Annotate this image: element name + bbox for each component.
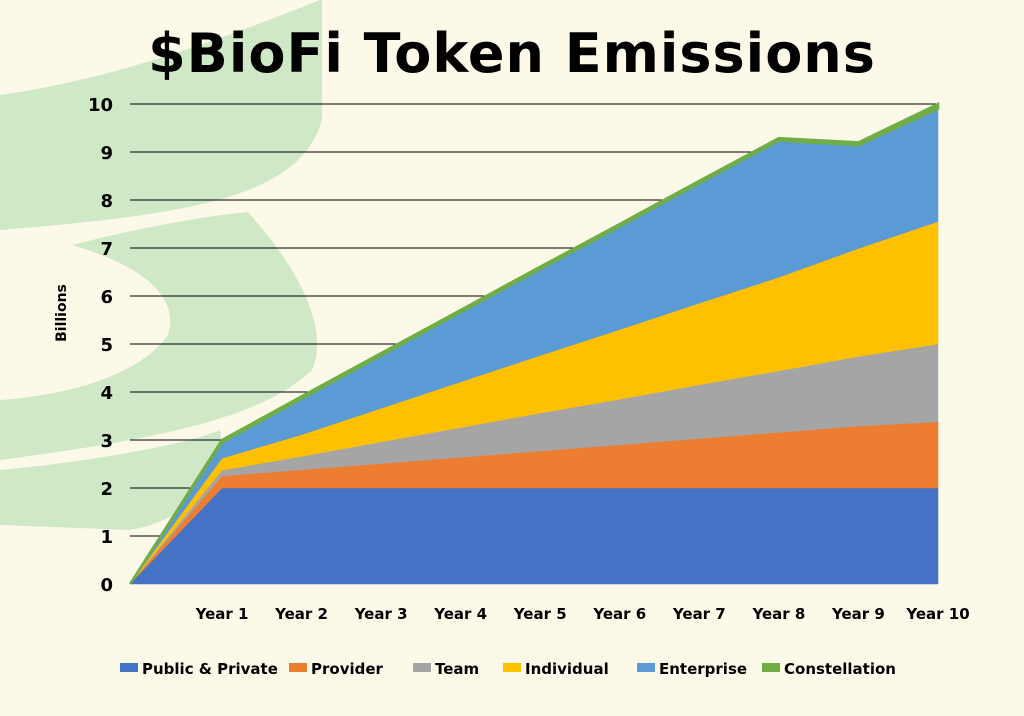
x-tick-label: Year 9: [831, 605, 885, 623]
y-tick-label: 9: [100, 143, 113, 164]
y-tick-label: 3: [100, 431, 113, 452]
x-tick-label: Year 2: [274, 605, 328, 623]
x-tick-label: Year 8: [751, 605, 805, 623]
x-tick-label: Year 7: [672, 605, 726, 623]
legend-label-public-private: Public & Private: [142, 660, 278, 678]
legend-swatch-constellation: [762, 663, 780, 672]
area-public-private: [129, 487, 939, 585]
y-axis-label: Billions: [54, 284, 70, 342]
legend-label-individual: Individual: [525, 660, 609, 678]
y-tick-label: 2: [100, 479, 113, 500]
y-axis-ticks: 0 1 2 3 4 5 6 7 8 9 10: [88, 95, 113, 596]
x-tick-label: Year 5: [513, 605, 567, 623]
legend-swatch-provider: [289, 663, 307, 672]
y-tick-label: 6: [100, 287, 113, 308]
x-tick-label: Year 4: [433, 605, 487, 623]
y-tick-label: 1: [100, 527, 113, 548]
background-swoosh-bottom: [0, 430, 222, 530]
background-swoosh-top: [0, 0, 322, 230]
legend-swatch-public-private: [120, 663, 138, 672]
x-axis-ticks: Year 1 Year 2 Year 3 Year 4 Year 5 Year 6 Year…: [195, 605, 970, 623]
legend-label-enterprise: Enterprise: [659, 660, 747, 678]
legend-label-team: Team: [435, 660, 479, 678]
chart-title: $BioFi Token Emissions: [148, 22, 876, 85]
y-tick-label: 10: [88, 95, 113, 116]
legend-swatch-team: [413, 663, 431, 672]
legend-label-provider: Provider: [311, 660, 384, 678]
x-tick-label: Year 6: [592, 605, 646, 623]
legend: Public & Private Provider Team Individual En…: [120, 660, 896, 678]
area-constellation: [128, 102, 940, 585]
y-tick-label: 4: [100, 383, 113, 404]
stacked-areas: [128, 102, 940, 585]
legend-swatch-enterprise: [637, 663, 655, 672]
background-decoration: [0, 0, 322, 530]
y-tick-label: 0: [100, 575, 113, 596]
legend-label-constellation: Constellation: [784, 660, 896, 678]
x-tick-label: Year 3: [354, 605, 408, 623]
x-tick-label: Year 10: [905, 605, 969, 623]
y-tick-label: 8: [100, 191, 113, 212]
y-tick-label: 5: [100, 335, 113, 356]
x-tick-label: Year 1: [195, 605, 249, 623]
legend-swatch-individual: [503, 663, 521, 672]
y-tick-label: 7: [100, 239, 113, 260]
background-swoosh-middle: [0, 212, 318, 460]
